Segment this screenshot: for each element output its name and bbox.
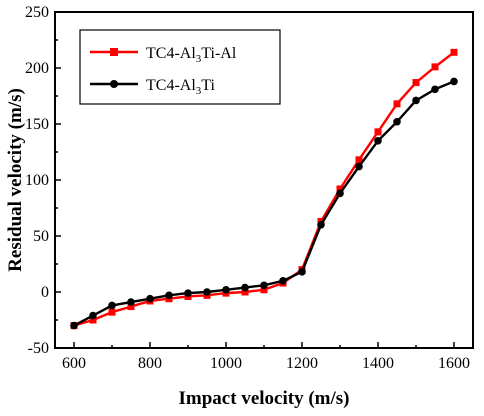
data-point: [241, 288, 249, 296]
x-axis: 600 800 1000 1200 1400 1600: [62, 342, 470, 372]
y-tick-label: 250: [25, 4, 49, 21]
data-point: [127, 298, 135, 306]
x-tick-label: 1000: [210, 355, 242, 372]
data-point: [336, 185, 344, 193]
data-point: [355, 156, 363, 164]
data-point: [279, 277, 287, 285]
x-tick-label: 600: [62, 355, 86, 372]
x-axis-title: Impact velocity (m/s): [179, 388, 350, 409]
data-point: [393, 100, 401, 108]
y-tick-label: 0: [41, 284, 49, 301]
legend-marker: [110, 48, 118, 56]
data-point: [146, 294, 154, 303]
data-point: [260, 281, 268, 290]
data-point: [412, 96, 420, 105]
legend-marker: [110, 80, 118, 88]
legend-box: [79, 29, 281, 105]
y-axis: -50 0 50 100 150 200 250: [25, 4, 61, 357]
data-point: [89, 311, 97, 320]
data-point: [241, 283, 249, 292]
data-point: [184, 289, 192, 297]
y-tick-label: 200: [25, 60, 49, 77]
data-point: [127, 303, 135, 311]
data-point: [374, 137, 382, 145]
x-tick-label: 1200: [286, 355, 318, 372]
data-point: [108, 308, 116, 316]
data-point: [393, 117, 401, 126]
legend-label: TC4-Al3Ti-Al: [146, 45, 237, 65]
data-point: [431, 63, 439, 71]
data-point: [374, 128, 382, 136]
data-point: [431, 85, 439, 94]
legend-label: TC4-Al3Ti: [146, 77, 215, 97]
y-tick-label: 150: [25, 116, 49, 133]
y-tick-label: 100: [25, 172, 49, 189]
data-point: [165, 291, 173, 300]
data-point: [260, 286, 268, 294]
data-point: [203, 288, 211, 296]
legend: TC4-Al3Ti-Al TC4-Al3Ti: [79, 29, 281, 105]
plot-marks: [70, 48, 458, 330]
data-point: [298, 268, 306, 276]
data-point: [355, 162, 363, 171]
x-tick-label: 800: [138, 355, 162, 372]
data-point: [412, 79, 420, 87]
data-point: [89, 316, 97, 324]
y-axis-title: Residual velocity (m/s): [5, 88, 26, 272]
data-point: [70, 321, 78, 330]
data-point: [222, 285, 230, 294]
data-point: [108, 301, 116, 310]
data-point: [450, 48, 458, 56]
y-tick-label: -50: [28, 340, 49, 357]
y-tick-label: 50: [33, 228, 49, 245]
x-tick-label: 1600: [438, 355, 470, 372]
x-tick-label: 1400: [362, 355, 394, 372]
data-point: [336, 189, 344, 198]
data-point: [450, 77, 458, 86]
data-point: [317, 221, 325, 229]
